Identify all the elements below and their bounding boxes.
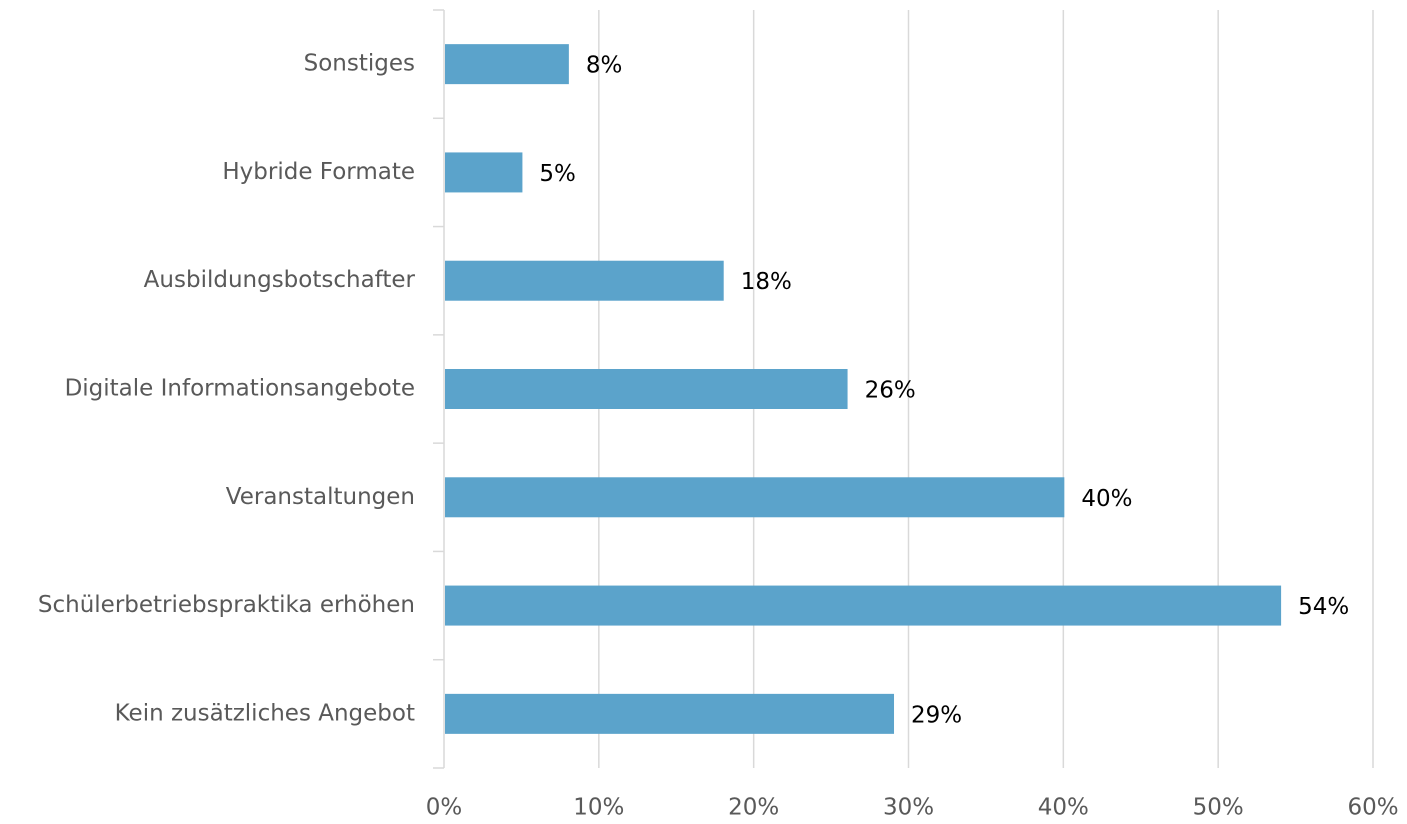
value-label: 5% xyxy=(539,161,576,187)
y-tick-label: Veranstaltungen xyxy=(226,484,415,510)
y-tick-label: Schülerbetriebspraktika erhöhen xyxy=(38,592,415,618)
value-label: 26% xyxy=(865,378,916,404)
bar xyxy=(445,693,895,734)
x-tick-label: 40% xyxy=(1038,795,1089,821)
x-tick-label: 10% xyxy=(573,795,624,821)
x-tick-label: 30% xyxy=(883,795,934,821)
bar xyxy=(445,152,523,193)
x-tick-label: 20% xyxy=(728,795,779,821)
y-tick-label: Kein zusätzliches Angebot xyxy=(115,700,415,726)
bar xyxy=(445,260,724,301)
bar xyxy=(445,477,1065,518)
x-tick-label: 60% xyxy=(1347,795,1398,821)
y-tick-label: Digitale Informationsangebote xyxy=(65,376,415,402)
x-tick-label: 0% xyxy=(426,795,463,821)
x-tick-label: 50% xyxy=(1193,795,1244,821)
value-label: 29% xyxy=(911,702,962,728)
y-tick-label: Sonstiges xyxy=(304,51,415,77)
value-label: 8% xyxy=(586,53,623,79)
y-tick-label: Ausbildungsbotschafter xyxy=(144,267,416,293)
bar xyxy=(445,369,848,409)
value-label: 54% xyxy=(1298,594,1349,620)
bar xyxy=(445,585,1282,626)
y-tick-label: Hybride Formate xyxy=(222,159,415,185)
value-label: 18% xyxy=(741,269,792,295)
value-label: 40% xyxy=(1081,486,1132,512)
bar xyxy=(445,44,569,85)
